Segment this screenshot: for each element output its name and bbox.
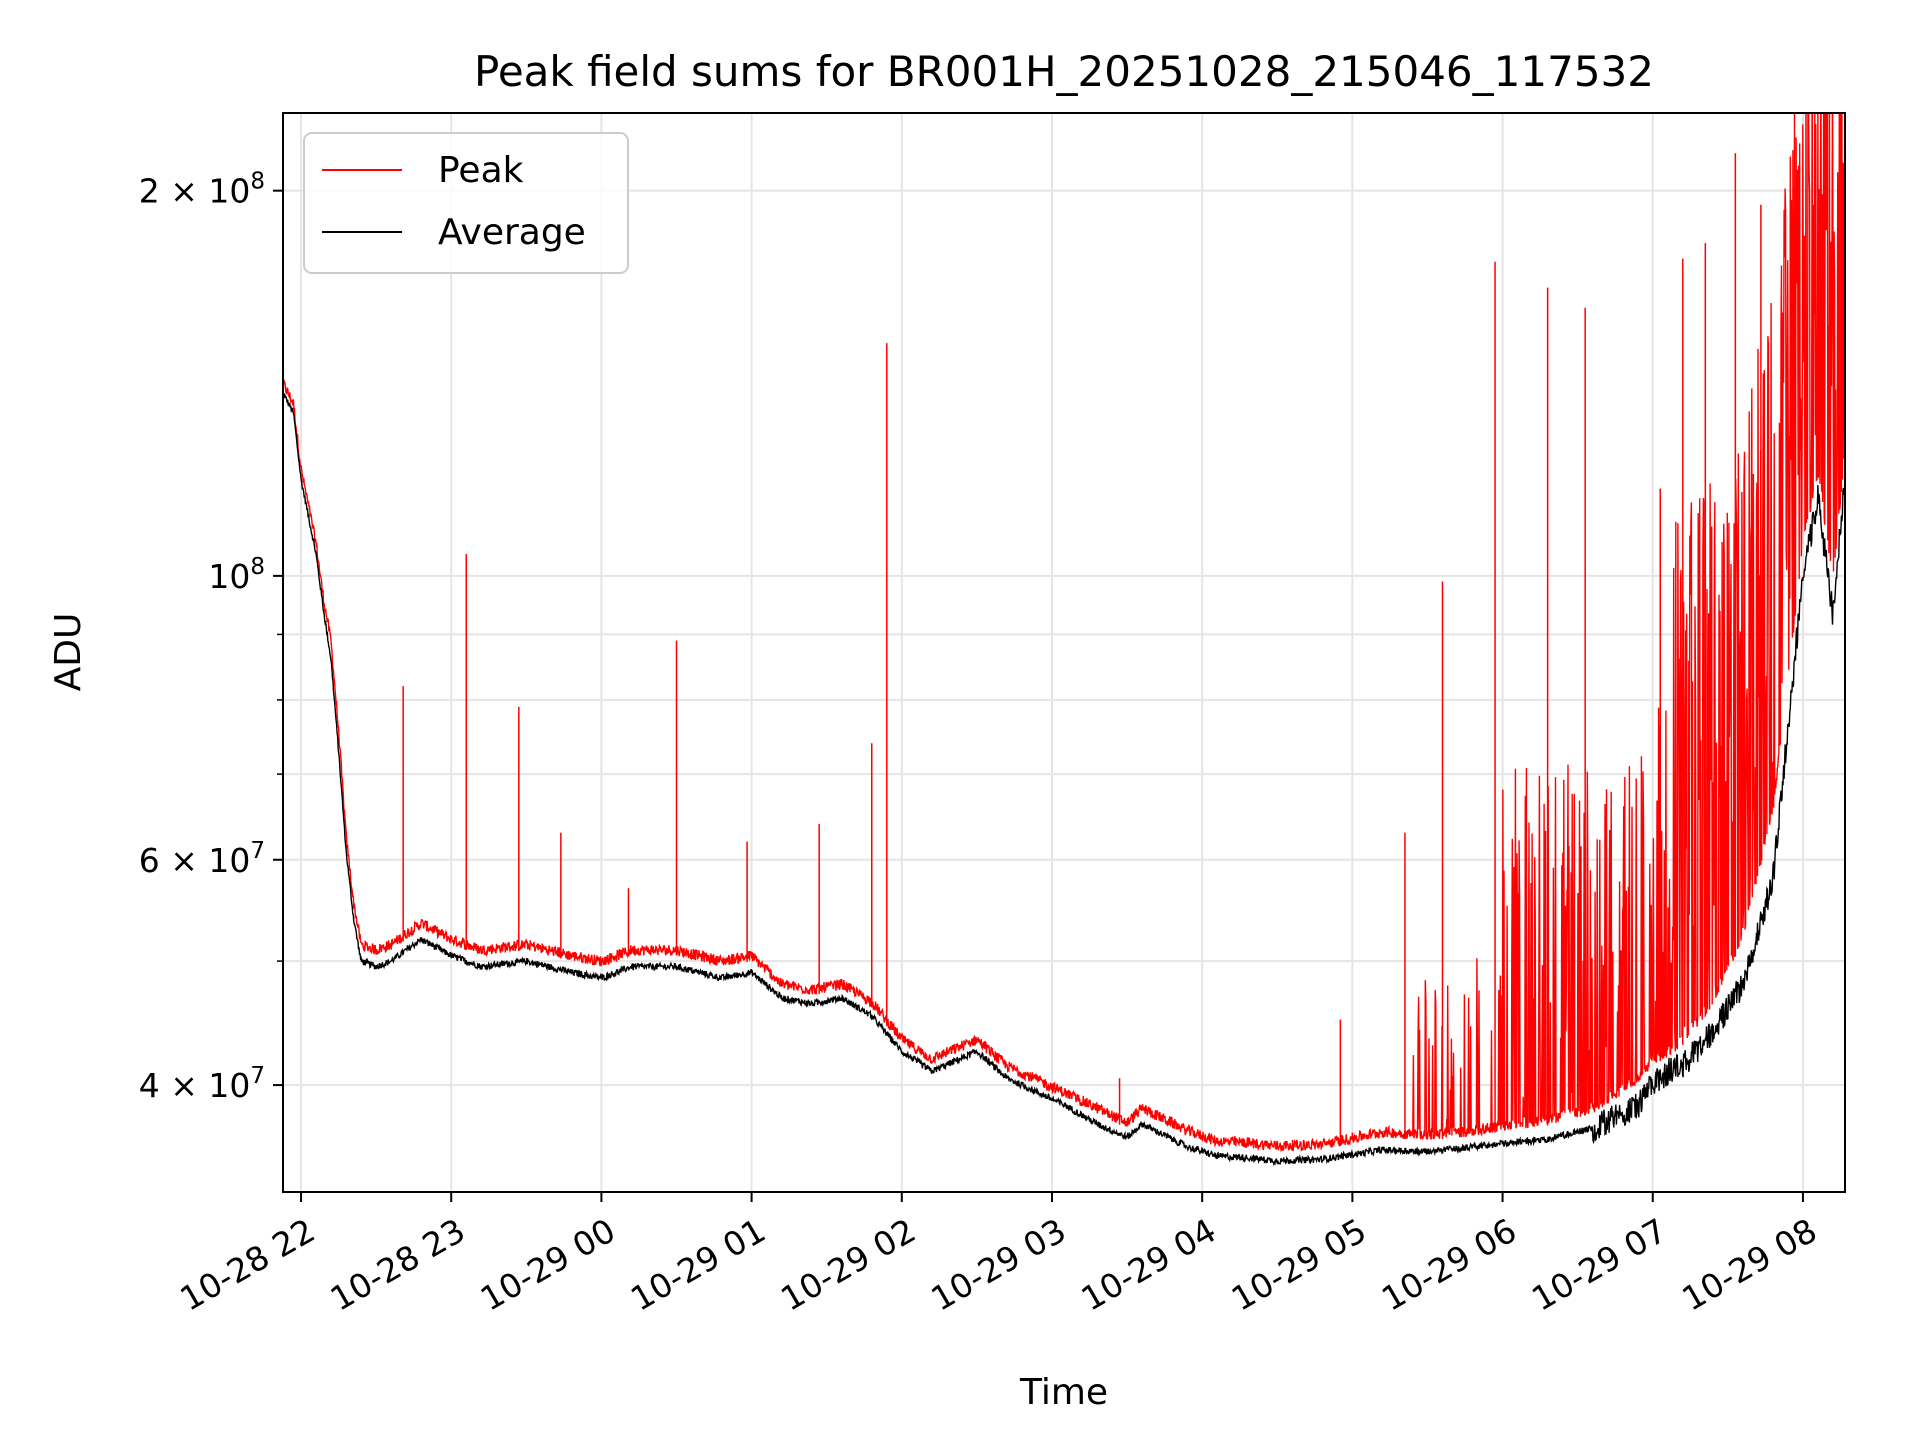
legend-average-label: Average — [438, 212, 586, 253]
y-tick-label: 4 × 107 — [139, 1063, 265, 1105]
average-series — [283, 391, 1845, 1167]
y-tick-label: 2 × 108 — [139, 169, 265, 211]
y-tick-label: 108 — [208, 554, 265, 596]
legend-box — [303, 132, 629, 274]
legend: Peak Average — [303, 132, 629, 274]
y-tick-label: 6 × 107 — [139, 838, 265, 880]
x-axis-label: Time — [1019, 1372, 1108, 1413]
y-axis-label: ADU — [48, 613, 89, 692]
peak-series — [283, 113, 1845, 1153]
average-line — [283, 391, 1845, 1167]
plot-frame — [282, 112, 1846, 1193]
chart-title: Peak field sums for BR001H_20251028_2150… — [474, 47, 1654, 96]
y-axis: 4 × 107 6 × 107 108 2 × 108 — [139, 169, 283, 1105]
legend-peak-label: Peak — [438, 150, 524, 191]
